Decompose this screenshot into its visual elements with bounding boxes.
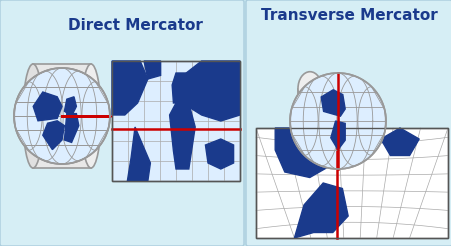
Bar xyxy=(112,61,239,181)
Bar xyxy=(255,128,447,238)
FancyBboxPatch shape xyxy=(245,0,451,246)
Bar xyxy=(112,61,239,181)
Text: Transverse Mercator: Transverse Mercator xyxy=(260,8,437,23)
Polygon shape xyxy=(33,92,62,121)
Circle shape xyxy=(290,73,385,169)
Ellipse shape xyxy=(297,72,321,105)
Bar xyxy=(33,64,91,168)
Polygon shape xyxy=(330,121,345,150)
Polygon shape xyxy=(64,97,76,116)
Polygon shape xyxy=(205,139,233,169)
Polygon shape xyxy=(380,128,418,155)
Polygon shape xyxy=(127,127,150,181)
Text: Direct Mercator: Direct Mercator xyxy=(67,18,202,33)
Polygon shape xyxy=(112,61,147,115)
Polygon shape xyxy=(182,61,239,121)
Polygon shape xyxy=(64,114,78,142)
Polygon shape xyxy=(294,183,347,238)
FancyBboxPatch shape xyxy=(0,0,244,246)
Polygon shape xyxy=(43,121,64,150)
Ellipse shape xyxy=(297,137,321,170)
Polygon shape xyxy=(144,61,160,79)
Circle shape xyxy=(14,68,110,164)
Polygon shape xyxy=(275,128,332,178)
Ellipse shape xyxy=(81,64,101,168)
Polygon shape xyxy=(169,103,195,169)
Polygon shape xyxy=(172,73,189,103)
Ellipse shape xyxy=(23,64,43,168)
Bar xyxy=(255,128,447,238)
Polygon shape xyxy=(321,90,345,116)
Bar xyxy=(297,89,321,154)
